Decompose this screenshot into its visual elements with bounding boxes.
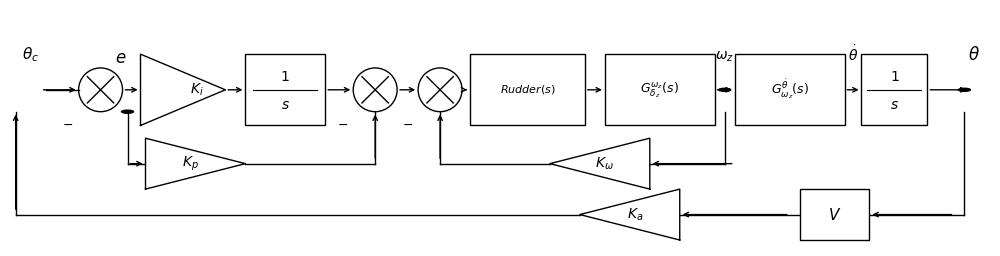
Polygon shape [141, 54, 225, 125]
Text: $K_p$: $K_p$ [182, 154, 199, 173]
Text: $G_{\delta_z}^{\omega_z}(s)$: $G_{\delta_z}^{\omega_z}(s)$ [640, 80, 679, 100]
Circle shape [958, 88, 970, 91]
Text: $-$: $-$ [62, 118, 74, 131]
FancyBboxPatch shape [735, 54, 845, 125]
Polygon shape [580, 189, 680, 240]
Text: $e$: $e$ [115, 49, 126, 67]
Text: $\omega_z$: $\omega_z$ [715, 50, 734, 64]
FancyBboxPatch shape [470, 54, 585, 125]
FancyBboxPatch shape [861, 54, 927, 125]
Text: $K_\omega$: $K_\omega$ [595, 155, 614, 172]
Polygon shape [550, 138, 650, 189]
Text: $s$: $s$ [281, 98, 290, 112]
Text: $\theta$: $\theta$ [968, 46, 980, 64]
Text: $G_{\omega_z}^{\dot{\theta}}(s)$: $G_{\omega_z}^{\dot{\theta}}(s)$ [771, 78, 809, 102]
Text: $1$: $1$ [890, 70, 899, 84]
Text: $V$: $V$ [828, 207, 841, 222]
Text: $\theta_c$: $\theta_c$ [22, 46, 39, 64]
Text: $\dot{\theta}$: $\dot{\theta}$ [848, 45, 858, 64]
Text: $Rudder(s)$: $Rudder(s)$ [500, 83, 555, 96]
Text: $-$: $-$ [402, 118, 413, 131]
Circle shape [122, 110, 134, 113]
FancyBboxPatch shape [605, 54, 715, 125]
Circle shape [719, 88, 731, 91]
Text: $1$: $1$ [280, 70, 290, 84]
Text: $-$: $-$ [337, 118, 348, 131]
Text: $s$: $s$ [890, 98, 899, 112]
Text: $K_i$: $K_i$ [190, 82, 204, 98]
FancyBboxPatch shape [245, 54, 325, 125]
Text: $K_a$: $K_a$ [627, 206, 643, 223]
Polygon shape [145, 138, 245, 189]
FancyBboxPatch shape [800, 189, 869, 240]
